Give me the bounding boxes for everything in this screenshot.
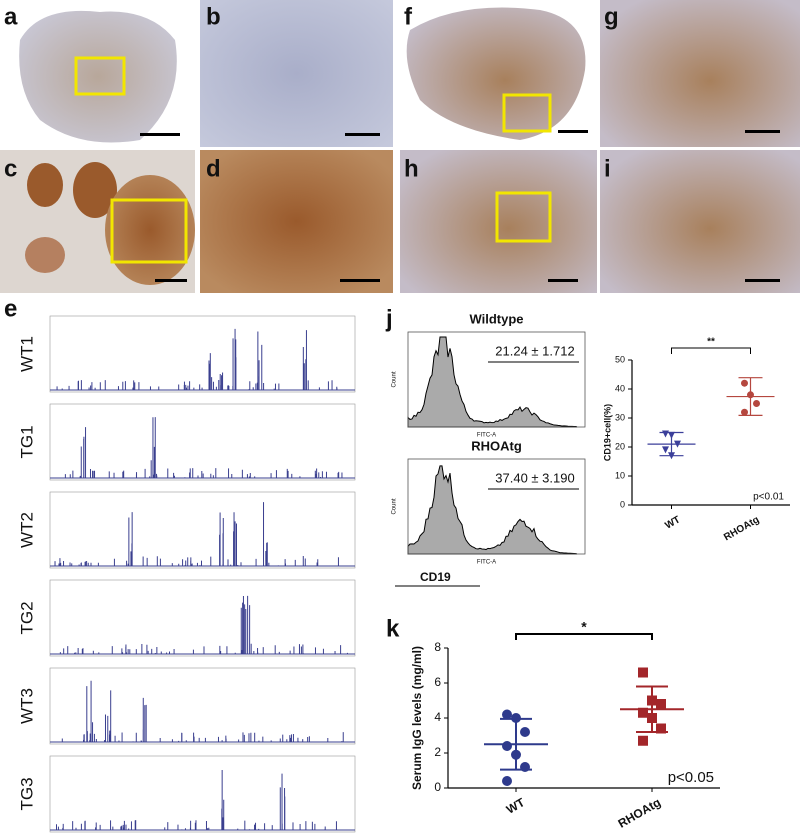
trace-label: TG1 [17,425,36,458]
y-tick-label: 10 [615,470,625,480]
panel-label: e [4,295,17,322]
y-tick-label: 8 [434,640,441,654]
trace-frame [49,579,356,657]
inset-box [495,191,552,243]
trace-label: TG2 [17,601,36,634]
panel-label: f [404,3,413,30]
x-tick-label: WT [504,795,528,817]
significance-bracket [671,347,751,354]
y-tick-label: 20 [615,441,625,451]
flow-title: RHOAtg [471,438,522,453]
y-axis-label: Serum IgG levels (mg/ml) [410,646,424,790]
x-tick-label: RHOAtg [722,514,761,543]
gate-label: 37.40 ± 3.190 [495,470,574,485]
flow-title: Wildtype [469,311,523,326]
panel-label: c [4,155,17,182]
panel-label: a [4,3,18,30]
trace-frame [49,403,356,481]
y-tick-label: 0 [434,780,441,794]
trace [50,770,355,831]
trace-label: WT2 [17,512,36,548]
trace-frame [49,755,356,833]
inset-box [502,93,552,133]
panel-label: b [206,3,221,30]
trace [50,595,355,655]
p-value: p<0.01 [753,492,784,503]
panel-label: d [206,155,221,182]
point [656,699,666,709]
flow-ylabel: Count [392,371,398,387]
micrographs [0,0,800,293]
trace-frame [49,315,356,393]
flow-frame [407,458,586,555]
point [656,723,666,734]
y-tick-label: 0 [620,499,625,509]
significance: ** [707,337,715,348]
flow-frame [407,331,586,428]
trace-label: WT1 [17,336,36,372]
panel-label: k [386,615,400,642]
point [638,667,648,678]
trace-label: WT3 [17,688,36,724]
flow-histogram [407,336,578,428]
point [638,707,648,718]
gate-label: 21.24 ± 1.712 [495,343,574,358]
significance-bracket [515,633,653,640]
trace-frame [49,667,356,745]
point [502,741,512,751]
trace [50,502,355,567]
tissue [19,10,177,143]
point [741,408,748,416]
trace-label: TG3 [17,777,36,810]
flow-xlabel: FITC-A [477,433,496,439]
x-tick-label: RHOAtg [616,795,663,830]
flow-xlabel: FITC-A [477,560,496,566]
marker-label: CD19 [420,570,451,584]
y-tick-label: 4 [434,710,441,724]
y-tick-label: 2 [434,745,441,759]
point [662,446,669,454]
point [502,709,512,720]
point [753,400,760,407]
trace [50,417,355,479]
y-tick-label: 6 [434,675,441,689]
panel-label: h [404,155,419,182]
y-axis-label: CD19+cell(%) [602,404,612,461]
y-tick-label: 30 [615,412,625,422]
panel-label: j [385,305,393,332]
flow-histogram [407,465,578,555]
significance: * [581,619,587,635]
y-tick-label: 40 [615,383,625,393]
inset-box [110,198,188,264]
inset-box [74,56,126,96]
error-bar [659,431,684,457]
trace [50,328,355,391]
x-tick-label: WT [663,514,682,531]
point [741,379,748,387]
error-bar [500,717,532,771]
point [502,776,512,786]
point [520,727,530,737]
error-bar [738,377,763,416]
point [638,735,648,746]
panel-label: i [604,155,611,182]
flow-ylabel: Count [392,498,398,514]
point [662,430,669,438]
p-value: p<0.05 [668,769,714,786]
error-bar [636,685,668,733]
y-tick-label: 50 [615,354,625,364]
panel-label: g [604,3,619,30]
trace-frame [49,491,356,569]
trace [50,680,355,743]
